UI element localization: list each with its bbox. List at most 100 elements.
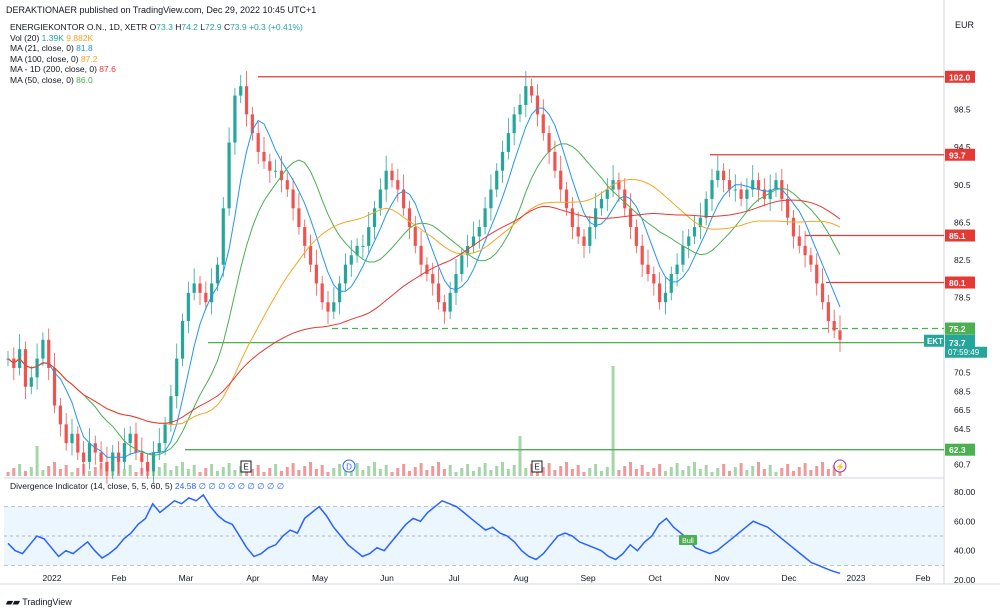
publisher-header: DERAKTIONAER published on TradingView.co… [6,5,316,15]
vol-row[interactable]: Vol (20) 1.39K 9.882K [10,33,303,44]
price-axis-label-bg [945,443,975,456]
x-tick-label: Feb [112,573,127,583]
volume-bar [76,468,80,476]
ma200-row[interactable]: MA - 1D (200, close, 0) 87.6 [10,64,303,75]
volume-bar [18,464,22,476]
currency-label: EUR [955,20,974,30]
volume-bar [605,467,609,476]
ohlc-high: 74.2 [181,22,198,32]
price-axis-label-text: 85.1 [949,231,966,241]
price-axis-label: 102.0 [945,70,975,83]
volume-bar [611,366,615,476]
volume-bar [93,467,97,476]
y-tick-label: 64.5 [954,424,971,434]
volume-bar [768,465,772,476]
candle-body [413,227,417,246]
ma50-row[interactable]: MA (50, close, 0) 86.0 [10,75,303,86]
candle-body [134,433,138,453]
ohlc-close: 73.9 [230,22,247,32]
ticker-tag-text: EKT [927,337,943,346]
candle-body [466,245,470,256]
x-tick-label: 2023 [847,573,866,583]
candle-body [361,245,365,247]
candle-body [745,189,749,199]
candle-body [809,255,813,265]
ma21-row[interactable]: MA (21, close, 0) 81.8 [10,43,303,54]
vol-value-2: 9.882K [66,32,94,43]
symbol-row[interactable]: ENERGIEKONTOR O.N., 1D, XETR O73.3 H74.2… [10,22,303,33]
volume-bar [506,469,510,476]
candle-body [303,227,307,246]
candle-body [506,133,510,152]
symbol-name: ENERGIEKONTOR O.N., 1D, XETR [10,22,148,32]
volume-bar [466,464,470,476]
volume-bar [407,471,411,476]
x-tick-label: Sep [580,573,595,583]
volume-bar [256,465,260,476]
volume-bar [791,471,795,476]
indicator-legend[interactable]: Divergence Indicator (14, close, 5, 5, 6… [10,481,284,492]
volume-bar [35,446,39,476]
volume-bar [698,469,702,476]
price-axis-label-text: 73.7 [949,338,966,348]
candle-body [570,208,574,228]
currency-text: EUR [955,20,975,30]
bull-label-bg [679,535,697,545]
candle-body [448,292,452,312]
candle-body [41,339,45,359]
volume-bar [483,463,487,476]
footer-brand[interactable]: ▰▰ TradingView [6,597,72,608]
candle-body [70,433,74,444]
candle-body [332,302,336,312]
publisher-text: DERAKTIONAER published on TradingView.co… [6,5,317,15]
price-axis-label-bg [945,276,975,289]
candle-body [64,424,68,444]
x-tick-label: Apr [246,573,259,583]
candle-body [128,433,132,444]
x-tick-label: Feb [916,573,931,583]
volume-bar [233,470,237,476]
volume-bar [279,471,283,476]
volume-bar [541,467,545,476]
volume-bar [343,471,347,476]
price-axis-label-text: 62.3 [949,445,966,455]
candle-body [157,443,161,453]
candle-body [384,170,388,190]
y-tick-label: 90.5 [954,180,971,190]
volume-bar [815,466,819,476]
volume-bar [629,462,633,476]
volume-bar [355,463,359,476]
candle-body [268,161,272,171]
price-axis-label-bg [945,336,975,349]
volume-bar [565,462,569,476]
price-axis-label: 62.3 [945,443,975,456]
volume-bar [448,465,452,476]
candle-body [756,180,761,190]
volume-bar [64,465,68,476]
ma21-label: MA (21, close, 0) [10,43,74,53]
candle-body [244,86,249,115]
candle-body [285,180,289,190]
candle-body [820,283,825,303]
candle-body [221,208,225,265]
candle-body [122,443,126,462]
candle-body [576,227,580,237]
candle-body [390,170,394,181]
candle-body [640,245,644,265]
volume-bar [41,470,45,476]
candle-body [524,86,528,105]
price-axis-label-bg [945,70,975,83]
ma100-row[interactable]: MA (100, close, 0) 87.2 [10,54,303,65]
indicator-value: 24.58 [174,481,197,491]
volume-bar [373,462,377,476]
candle-body [262,151,266,162]
candle-body [419,245,423,265]
volume-bar [47,466,51,476]
candle-body [547,133,551,152]
ma-line [7,143,841,456]
volume-bar [425,470,429,476]
candle-body [29,377,33,387]
indicator-label: Divergence Indicator (14, close, 5, 5, 6… [10,481,173,491]
candle-body [652,274,656,284]
